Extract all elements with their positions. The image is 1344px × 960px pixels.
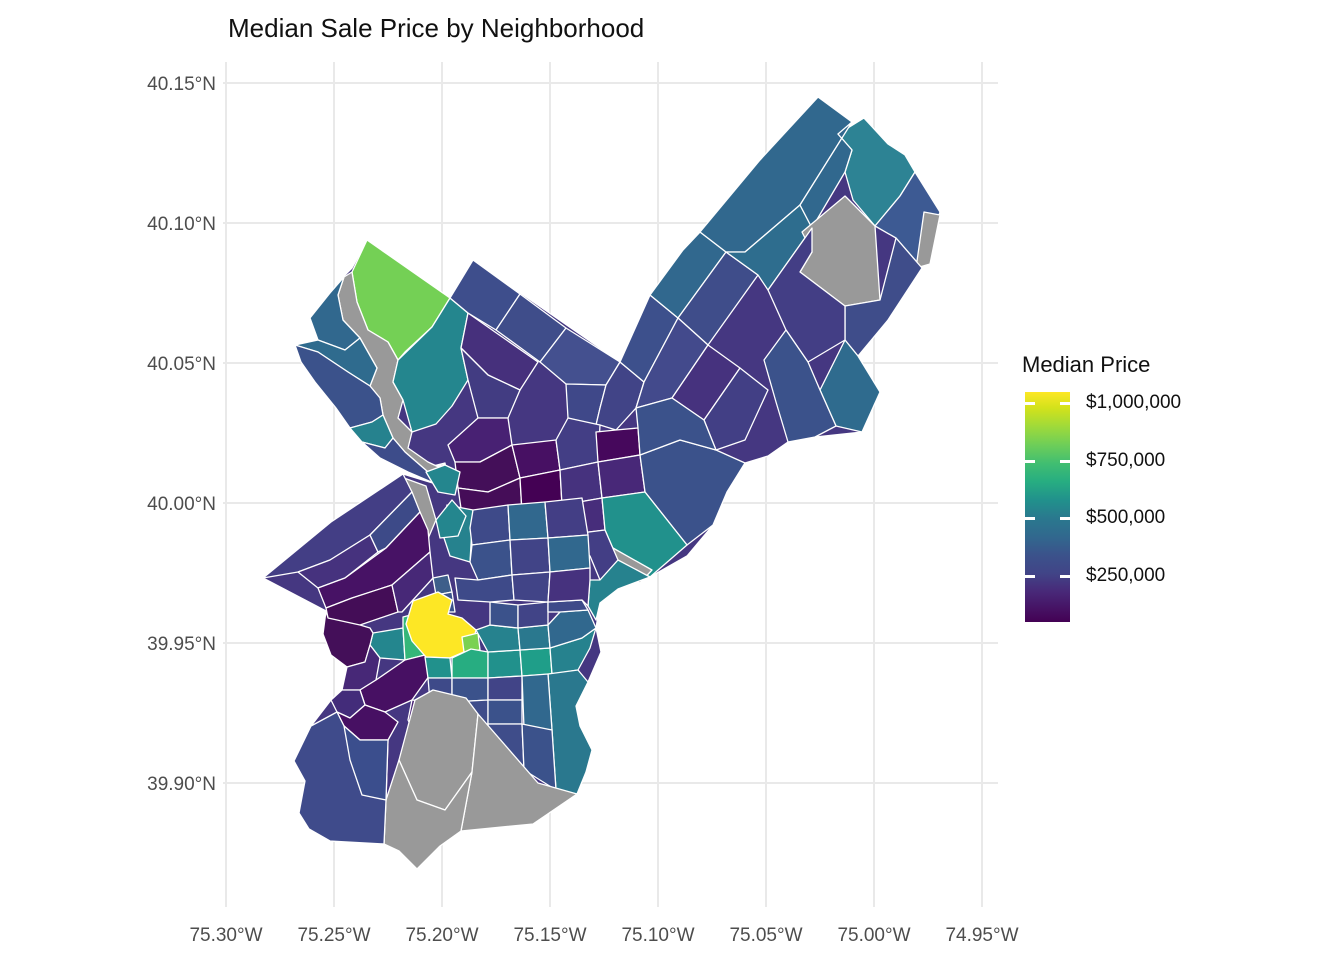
x-tick-label: 75.15°W [513,925,586,946]
y-tick-label: 39.95°N [147,634,216,655]
map-region-sp-3 [487,675,523,701]
x-tick-label: 74.95°W [945,925,1018,946]
x-tick-label: 75.10°W [621,925,694,946]
map-region-kn-2 [597,454,646,499]
legend-tick-label: $1,000,000 [1086,392,1182,414]
x-tick-label: 75.25°W [297,925,370,946]
map-region-ct-5 [469,539,513,581]
legend: Median Price $1,000,000 $750,000 $500,000 $… [1022,352,1252,622]
map-region-ct-2 [469,504,511,546]
x-tick-label: 75.05°W [729,925,802,946]
legend-tick-mark [1060,517,1070,521]
y-tick-label: 40.10°N [147,214,216,235]
map-region-ct-9 [425,464,461,496]
x-tick-label: 75.00°W [837,925,910,946]
y-tick-label: 40.05°N [147,354,216,375]
map-region-sp-6 [487,699,523,725]
map-region-nel-7 [635,397,717,456]
legend-tick-mark [1060,459,1070,463]
legend-tick-mark [1025,459,1035,463]
y-tick-label: 39.90°N [147,774,216,795]
map-region-ct-7 [547,534,591,573]
legend-tick-mark [1025,574,1035,578]
map-region-kn-7 [587,559,651,621]
legend-tick-label: $750,000 [1086,449,1166,471]
legend-tick-label: $500,000 [1086,507,1166,529]
map-region-nw-3 [392,297,469,433]
map-region-fne-4 [799,121,853,229]
map-region-sw-3 [343,725,389,801]
chart-title: Median Sale Price by Neighborhood [228,13,645,43]
map-region-cc-15 [454,574,515,603]
map-region-cc-5 [487,649,523,679]
x-tick-label: 75.30°W [189,925,262,946]
legend-colorbar [1025,392,1070,622]
x-tick-label: 75.20°W [405,925,478,946]
map-region-cc-11 [489,601,519,629]
map-region-sp-8 [521,673,553,731]
legend-tick-mark [1060,574,1070,578]
map-region-cc-3 [424,656,453,679]
legend-tick-mark [1025,517,1035,521]
map-region-fne-7 [915,211,941,269]
map-region-fne-11 [763,329,837,443]
map-region-ct-3 [507,501,549,541]
map-region-cc-9 [517,624,551,651]
map-region-cc-16 [511,571,551,603]
map-region-cc-17 [547,567,591,607]
map-region-cc-12 [517,601,549,629]
legend-tick-mark [1025,402,1035,406]
map-region-wp-6 [391,551,434,613]
legend-tick-label: $250,000 [1086,564,1166,586]
map-region-cc-6 [519,647,553,677]
map-region-ct-11 [435,499,467,539]
legend-title: Median Price [1022,352,1151,377]
map-region-ct-4 [544,497,589,539]
legend-tick-mark [1060,402,1070,406]
y-tick-label: 40.15°N [147,74,216,95]
y-tick-label: 40.00°N [147,494,216,515]
map-region-ct-6 [509,537,551,576]
